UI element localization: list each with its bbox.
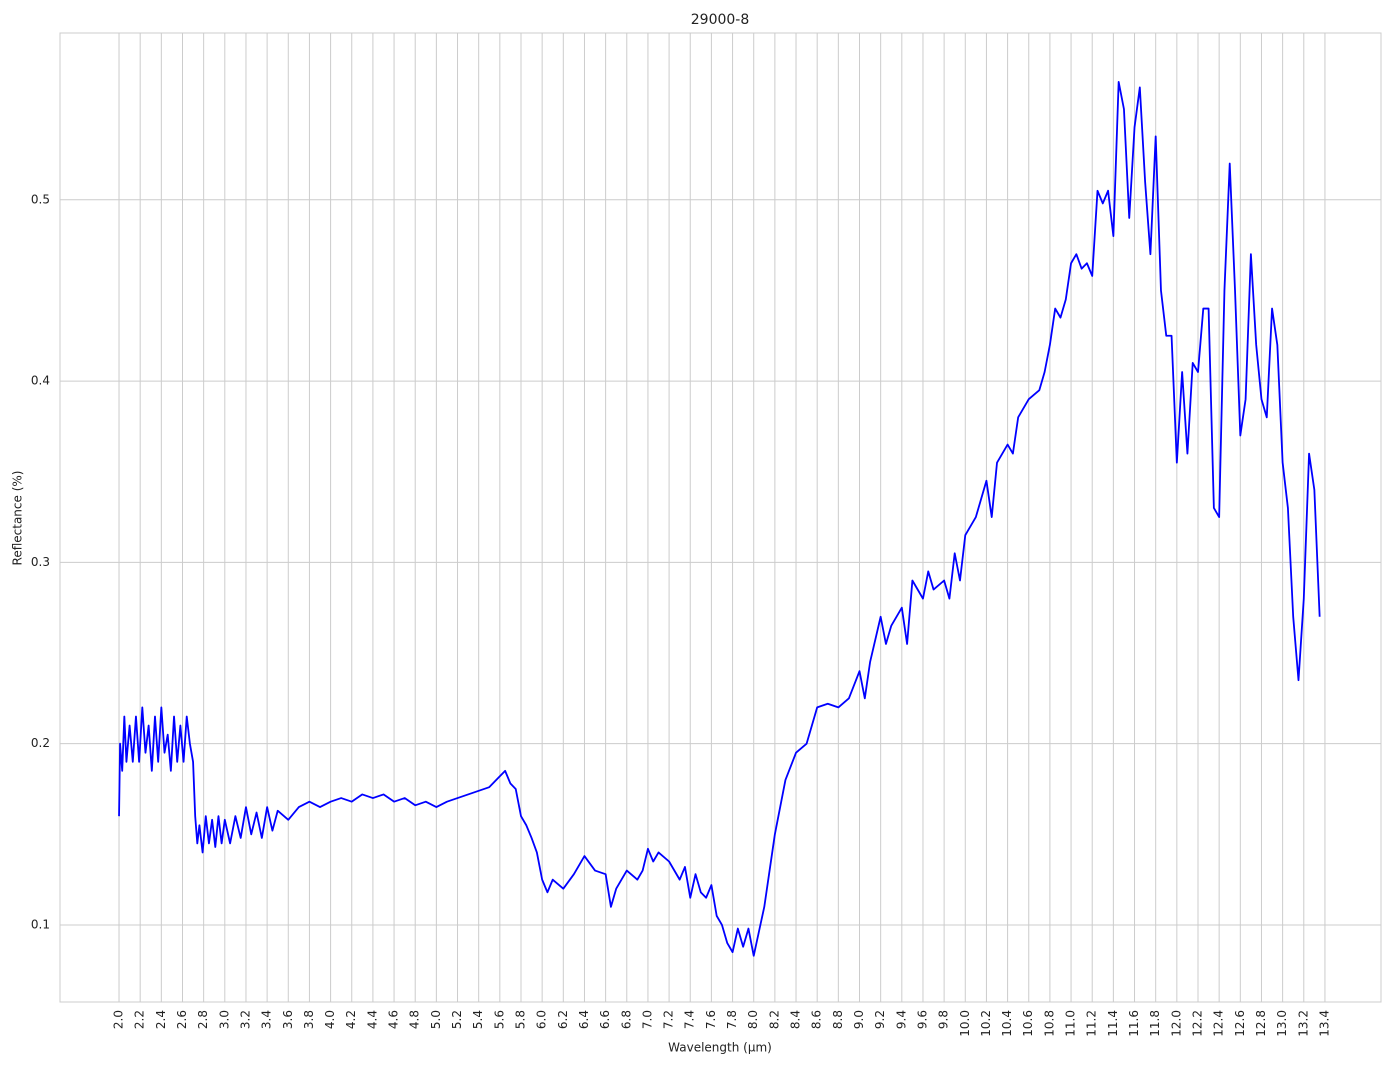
x-tick-label: 12.0 xyxy=(1169,1010,1183,1037)
x-tick-label: 12.4 xyxy=(1212,1010,1226,1037)
x-tick-label: 11.8 xyxy=(1148,1010,1162,1037)
y-tick-label: 0.4 xyxy=(31,374,50,388)
x-tick-label: 8.0 xyxy=(746,1010,760,1029)
x-tick-label: 9.4 xyxy=(894,1010,908,1029)
x-tick-label: 13.2 xyxy=(1296,1010,1310,1037)
x-tick-label: 11.0 xyxy=(1064,1010,1078,1037)
x-tick-label: 3.4 xyxy=(260,1010,274,1029)
x-tick-label: 4.4 xyxy=(365,1010,379,1029)
x-tick-label: 13.4 xyxy=(1317,1010,1331,1037)
x-tick-label: 7.8 xyxy=(725,1010,739,1029)
x-tick-label: 7.0 xyxy=(640,1010,654,1029)
x-axis-label: Wavelength (μm) xyxy=(668,1041,772,1055)
x-tick-label: 3.6 xyxy=(281,1010,295,1029)
data-line xyxy=(118,81,1321,957)
x-tick-label: 8.2 xyxy=(767,1010,781,1029)
x-tick-label: 10.8 xyxy=(1042,1010,1056,1037)
x-tick-label: 11.2 xyxy=(1085,1010,1099,1037)
x-tick-label: 9.0 xyxy=(852,1010,866,1029)
x-tick-label: 4.2 xyxy=(344,1010,358,1029)
x-tick-label: 9.2 xyxy=(873,1010,887,1029)
x-tick-label: 7.4 xyxy=(683,1010,697,1029)
x-tick-label: 6.8 xyxy=(619,1010,633,1029)
x-tick-label: 6.4 xyxy=(577,1010,591,1029)
x-tick-label: 11.6 xyxy=(1127,1010,1141,1037)
x-tick-label: 10.0 xyxy=(958,1010,972,1037)
x-tick-label: 7.6 xyxy=(704,1010,718,1029)
x-tick-label: 2.8 xyxy=(196,1010,210,1029)
x-tick-label: 4.8 xyxy=(408,1010,422,1029)
x-tick-label: 4.0 xyxy=(323,1010,337,1029)
x-tick-label: 3.8 xyxy=(302,1010,316,1029)
x-tick-label: 3.2 xyxy=(238,1010,252,1029)
x-tick-label: 10.2 xyxy=(979,1010,993,1037)
x-tick-label: 8.8 xyxy=(831,1010,845,1029)
x-tick-label: 2.0 xyxy=(112,1010,126,1029)
y-tick-label: 0.3 xyxy=(31,555,50,569)
x-tick-label: 5.0 xyxy=(429,1010,443,1029)
x-tick-label: 13.0 xyxy=(1275,1010,1289,1037)
x-tick-label: 5.6 xyxy=(492,1010,506,1029)
y-tick-label: 0.1 xyxy=(31,917,50,931)
y-tick-label: 0.5 xyxy=(31,192,50,206)
x-tick-label: 9.6 xyxy=(915,1010,929,1029)
x-tick-label: 5.4 xyxy=(471,1010,485,1029)
x-tick-label: 12.2 xyxy=(1190,1010,1204,1037)
x-tick-label: 12.8 xyxy=(1254,1010,1268,1037)
x-tick-label: 3.0 xyxy=(217,1010,231,1029)
x-tick-label: 2.4 xyxy=(154,1010,168,1029)
x-tick-label: 10.6 xyxy=(1021,1010,1035,1037)
x-tick-label: 9.8 xyxy=(937,1010,951,1029)
y-axis-label: Reflectance (%) xyxy=(11,471,25,566)
x-tick-label: 6.0 xyxy=(535,1010,549,1029)
x-tick-label: 10.4 xyxy=(1000,1010,1014,1037)
x-tick-label: 11.4 xyxy=(1106,1010,1120,1037)
y-tick-label: 0.2 xyxy=(31,736,50,750)
x-tick-label: 6.2 xyxy=(556,1010,570,1029)
x-tick-label: 5.8 xyxy=(513,1010,527,1029)
x-tick-label: 2.2 xyxy=(133,1010,147,1029)
x-tick-label: 12.6 xyxy=(1233,1010,1247,1037)
x-tick-label: 8.4 xyxy=(789,1010,803,1029)
x-tick-label: 7.2 xyxy=(662,1010,676,1029)
chart-title: 29000-8 xyxy=(691,12,750,28)
plot-frame xyxy=(59,32,1382,1003)
x-tick-label: 2.6 xyxy=(175,1010,189,1029)
x-tick-label: 4.6 xyxy=(387,1010,401,1029)
x-tick-label: 8.6 xyxy=(810,1010,824,1029)
x-tick-label: 5.2 xyxy=(450,1010,464,1029)
x-tick-label: 6.6 xyxy=(598,1010,612,1029)
